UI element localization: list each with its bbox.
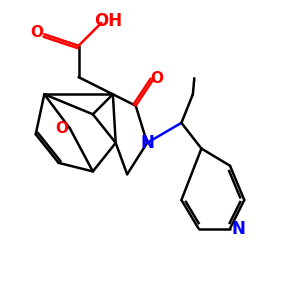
Text: O: O	[31, 26, 44, 40]
Text: N: N	[231, 220, 245, 238]
Text: N: N	[140, 134, 154, 152]
Text: O: O	[151, 71, 164, 86]
Text: O: O	[56, 121, 68, 136]
Text: OH: OH	[94, 12, 123, 30]
